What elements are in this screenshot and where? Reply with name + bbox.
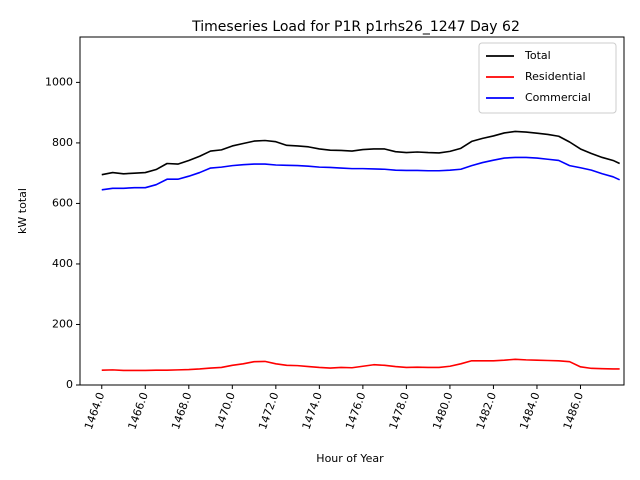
y-tick-label: 200 (52, 317, 73, 330)
axes-frame (79, 36, 625, 386)
y-tick-label: 600 (52, 196, 73, 209)
y-axis-label: kW total (16, 188, 29, 234)
series-line-total (101, 130, 620, 176)
legend-box (478, 42, 617, 114)
series-line-residential (101, 358, 620, 372)
y-tick-label: 400 (52, 257, 73, 270)
legend: Total Residential Commercial (478, 42, 617, 114)
legend-label-commercial: Commercial (525, 91, 591, 104)
legend-label-residential: Residential (525, 70, 586, 83)
y-axis: 0 200 400 600 800 1000 (45, 75, 80, 391)
series-line-commercial (101, 156, 620, 191)
x-axis-label: Hour of Year (316, 452, 384, 465)
y-tick-label: 800 (52, 136, 73, 149)
legend-label-total: Total (524, 49, 551, 62)
y-tick-label: 1000 (45, 75, 73, 88)
y-tick-label: 0 (66, 378, 73, 391)
series-layer (101, 130, 620, 372)
chart-title: Timeseries Load for P1R p1rhs26_1247 Day… (191, 19, 520, 35)
